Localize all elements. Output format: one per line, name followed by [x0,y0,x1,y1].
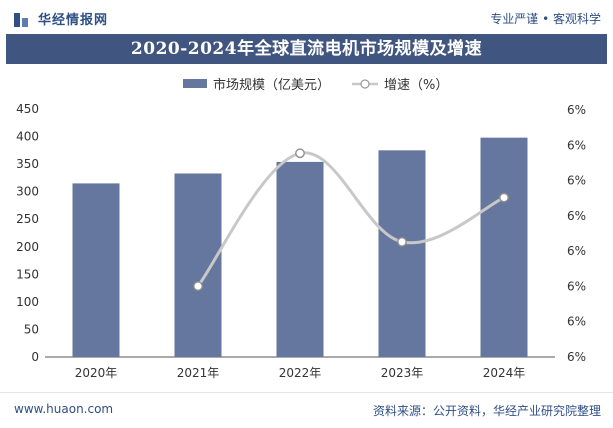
growth-point [499,192,509,203]
growth-point [295,148,305,159]
x-tick-label: 2021年 [177,366,220,380]
growth-point [397,236,407,247]
y-tick-label-left: 350 [16,157,39,171]
legend-item-bar: 市场规模（亿美元） [183,74,330,93]
bar-1 [72,183,120,357]
brand-name: 华经情报网 [38,13,109,28]
bar-4 [378,150,426,357]
chart-title-bar: 2020-2024年全球直流电机市场规模及增速 [6,34,607,64]
brand: 华经情报网 [14,9,108,28]
legend-item-line: 增速（%） [352,74,448,93]
y-tick-label-left: 100 [16,295,39,309]
legend-label-bar: 市场规模（亿美元） [213,78,331,93]
x-tick-label: 2024年 [483,366,526,380]
x-tick-label: 2020年 [75,366,118,380]
y-tick-label-left: 0 [31,350,39,364]
y-tick-label-left: 50 [24,322,39,336]
y-tick-label-right: 6% [567,174,586,188]
growth-point [193,281,203,292]
header-bar: 华经情报网 专业严谨 • 客观科学 [0,0,613,34]
y-tick-label-right: 6% [567,138,586,152]
y-tick-label-right: 6% [567,315,586,329]
y-tick-label-left: 200 [16,240,39,254]
y-tick-label-left: 300 [16,185,39,199]
x-tick-label: 2023年 [381,366,424,380]
chart-title: 2020-2024年全球直流电机市场规模及增速 [130,39,483,59]
growth-line [196,151,505,288]
y-tick-label-right: 6% [567,244,586,258]
y-tick-label-right: 6% [567,279,586,293]
footer: www.huaon.com 资料来源：公开资料，华经产业研究院整理 [0,392,613,428]
y-tick-label-left: 150 [16,267,39,281]
x-tick-label: 2022年 [279,366,322,380]
chart-plot: 0 50 100 150 200 250 300 350 400 450 6% 6% 6% 6% 6% 6% 6… [16,102,586,380]
y-tick-label-right: 6% [567,103,586,117]
y-tick-label-right: 6% [567,209,586,223]
bar-5 [480,137,528,357]
footer-url: www.huaon.com [14,402,114,416]
slogan: 专业严谨 • 客观科学 [490,12,601,26]
bar-3 [276,161,324,357]
brand-logo-icon [14,11,32,27]
legend-label-line: 增速（%） [384,78,449,93]
y-tick-label-left: 400 [16,130,39,144]
y-tick-label-right: 6% [567,350,586,364]
y-tick-label-left: 450 [16,102,39,116]
legend-swatch-line [352,78,378,89]
chart-legend: 市场规模（亿美元） 增速（%） [0,74,613,94]
footer-source: 资料来源：公开资料，华经产业研究院整理 [372,404,601,418]
y-tick-label-left: 250 [16,212,39,226]
bar-2 [174,173,222,357]
legend-swatch-bar [183,79,207,88]
